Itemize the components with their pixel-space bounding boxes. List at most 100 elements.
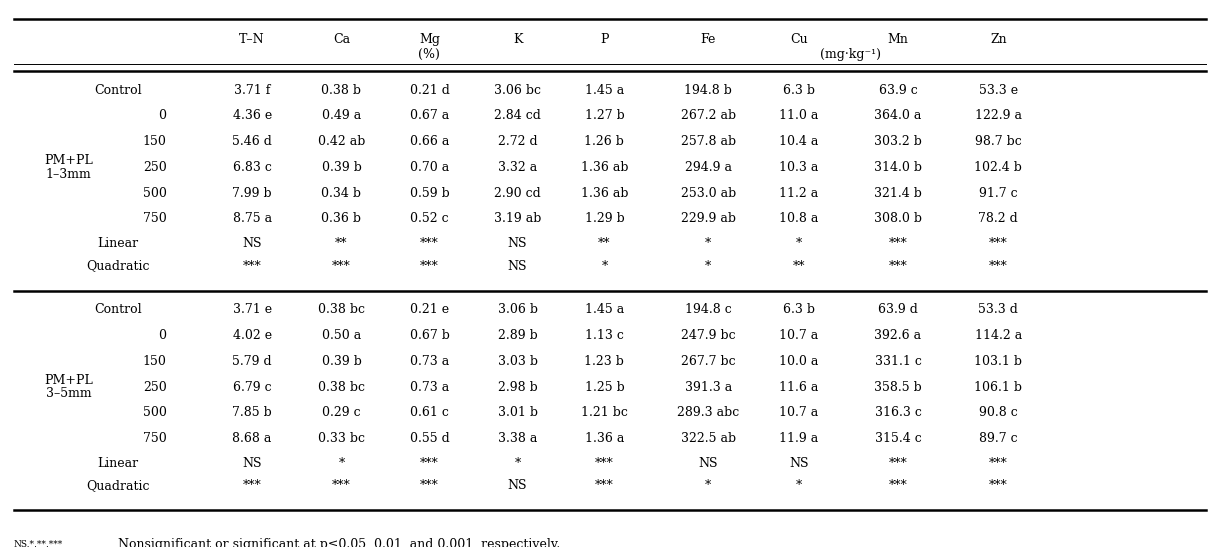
Text: Control: Control bbox=[93, 84, 141, 97]
Text: 0.67 b: 0.67 b bbox=[409, 329, 450, 342]
Text: 1.45 a: 1.45 a bbox=[585, 84, 624, 97]
Text: 250: 250 bbox=[142, 381, 167, 394]
Text: 91.7 c: 91.7 c bbox=[980, 187, 1018, 200]
Text: 0.29 c: 0.29 c bbox=[322, 406, 360, 420]
Text: ***: *** bbox=[595, 479, 614, 492]
Text: 364.0 a: 364.0 a bbox=[874, 109, 922, 123]
Text: 3.19 ab: 3.19 ab bbox=[494, 212, 541, 225]
Text: 321.4 b: 321.4 b bbox=[874, 187, 922, 200]
Text: (mg·kg⁻¹): (mg·kg⁻¹) bbox=[820, 48, 881, 61]
Text: 1.36 a: 1.36 a bbox=[585, 432, 624, 445]
Text: 4.02 e: 4.02 e bbox=[233, 329, 272, 342]
Text: 308.0 b: 308.0 b bbox=[874, 212, 922, 225]
Text: NS,*,**,***: NS,*,**,*** bbox=[13, 539, 63, 547]
Text: 2.72 d: 2.72 d bbox=[498, 135, 537, 148]
Text: 289.3 abc: 289.3 abc bbox=[677, 406, 739, 420]
Text: 0.50 a: 0.50 a bbox=[321, 329, 362, 342]
Text: 0.34 b: 0.34 b bbox=[321, 187, 362, 200]
Text: (%): (%) bbox=[418, 48, 440, 61]
Text: ***: *** bbox=[989, 260, 1008, 272]
Text: 8.75 a: 8.75 a bbox=[233, 212, 272, 225]
Text: 6.3 b: 6.3 b bbox=[783, 303, 815, 316]
Text: ***: *** bbox=[989, 457, 1008, 470]
Text: ***: *** bbox=[243, 260, 261, 272]
Text: 358.5 b: 358.5 b bbox=[874, 381, 922, 394]
Text: 7.99 b: 7.99 b bbox=[233, 187, 272, 200]
Text: *: * bbox=[705, 260, 711, 272]
Text: PM+PL: PM+PL bbox=[44, 154, 93, 167]
Text: 89.7 c: 89.7 c bbox=[980, 432, 1018, 445]
Text: 3.71 e: 3.71 e bbox=[233, 303, 272, 316]
Text: 0.49 a: 0.49 a bbox=[321, 109, 362, 123]
Text: 0.73 a: 0.73 a bbox=[409, 355, 449, 368]
Text: **: ** bbox=[793, 260, 805, 272]
Text: 229.9 ab: 229.9 ab bbox=[680, 212, 736, 225]
Text: ***: *** bbox=[332, 260, 351, 272]
Text: NS: NS bbox=[508, 479, 527, 492]
Text: 1.26 b: 1.26 b bbox=[585, 135, 624, 148]
Text: *: * bbox=[705, 479, 711, 492]
Text: 2.90 cd: 2.90 cd bbox=[494, 187, 541, 200]
Text: 1.29 b: 1.29 b bbox=[585, 212, 624, 225]
Text: K: K bbox=[512, 33, 522, 46]
Text: 0.21 e: 0.21 e bbox=[409, 303, 449, 316]
Text: 11.6 a: 11.6 a bbox=[780, 381, 819, 394]
Text: 247.9 bc: 247.9 bc bbox=[682, 329, 736, 342]
Text: 0.73 a: 0.73 a bbox=[409, 381, 449, 394]
Text: 1.13 c: 1.13 c bbox=[585, 329, 624, 342]
Text: T–N: T–N bbox=[239, 33, 265, 46]
Text: 53.3 e: 53.3 e bbox=[978, 84, 1018, 97]
Text: *: * bbox=[515, 457, 521, 470]
Text: 194.8 b: 194.8 b bbox=[684, 84, 732, 97]
Text: 0.42 ab: 0.42 ab bbox=[318, 135, 365, 148]
Text: **: ** bbox=[335, 237, 348, 250]
Text: 194.8 c: 194.8 c bbox=[685, 303, 732, 316]
Text: ***: *** bbox=[243, 479, 261, 492]
Text: 0.39 b: 0.39 b bbox=[321, 161, 362, 174]
Text: NS: NS bbox=[243, 457, 262, 470]
Text: 0.36 b: 0.36 b bbox=[321, 212, 362, 225]
Text: *: * bbox=[338, 457, 345, 470]
Text: 0.67 a: 0.67 a bbox=[409, 109, 449, 123]
Text: ***: *** bbox=[332, 479, 351, 492]
Text: ***: *** bbox=[421, 237, 439, 250]
Text: 4.36 e: 4.36 e bbox=[233, 109, 272, 123]
Text: 11.0 a: 11.0 a bbox=[780, 109, 819, 123]
Text: 1.27 b: 1.27 b bbox=[585, 109, 624, 123]
Text: 1.36 ab: 1.36 ab bbox=[581, 187, 628, 200]
Text: 5.46 d: 5.46 d bbox=[232, 135, 272, 148]
Text: 2.89 b: 2.89 b bbox=[498, 329, 537, 342]
Text: Ca: Ca bbox=[333, 33, 349, 46]
Text: 500: 500 bbox=[142, 406, 167, 420]
Text: ***: *** bbox=[889, 237, 907, 250]
Text: ***: *** bbox=[989, 237, 1008, 250]
Text: 322.5 ab: 322.5 ab bbox=[680, 432, 736, 445]
Text: ***: *** bbox=[889, 457, 907, 470]
Text: 267.2 ab: 267.2 ab bbox=[680, 109, 736, 123]
Text: ***: *** bbox=[421, 260, 439, 272]
Text: 1.45 a: 1.45 a bbox=[585, 303, 624, 316]
Text: 3.06 bc: 3.06 bc bbox=[494, 84, 541, 97]
Text: Quadratic: Quadratic bbox=[86, 479, 150, 492]
Text: Cu: Cu bbox=[790, 33, 808, 46]
Text: 750: 750 bbox=[142, 432, 167, 445]
Text: 0.61 c: 0.61 c bbox=[409, 406, 449, 420]
Text: 0: 0 bbox=[158, 329, 167, 342]
Text: 750: 750 bbox=[142, 212, 167, 225]
Text: 3.38 a: 3.38 a bbox=[498, 432, 537, 445]
Text: Nonsignificant or significant at p≤0.05, 0.01, and 0.001, respectively.: Nonsignificant or significant at p≤0.05,… bbox=[118, 538, 560, 547]
Text: NS: NS bbox=[508, 237, 527, 250]
Text: 103.1 b: 103.1 b bbox=[975, 355, 1022, 368]
Text: 10.7 a: 10.7 a bbox=[780, 406, 819, 420]
Text: 63.9 d: 63.9 d bbox=[878, 303, 918, 316]
Text: ***: *** bbox=[989, 479, 1008, 492]
Text: 10.0 a: 10.0 a bbox=[780, 355, 819, 368]
Text: 3.03 b: 3.03 b bbox=[498, 355, 537, 368]
Text: 10.4 a: 10.4 a bbox=[780, 135, 819, 148]
Text: 253.0 ab: 253.0 ab bbox=[680, 187, 736, 200]
Text: 11.9 a: 11.9 a bbox=[780, 432, 819, 445]
Text: 150: 150 bbox=[142, 135, 167, 148]
Text: Linear: Linear bbox=[97, 457, 139, 470]
Text: 1–3mm: 1–3mm bbox=[45, 167, 92, 181]
Text: PM+PL: PM+PL bbox=[44, 374, 93, 387]
